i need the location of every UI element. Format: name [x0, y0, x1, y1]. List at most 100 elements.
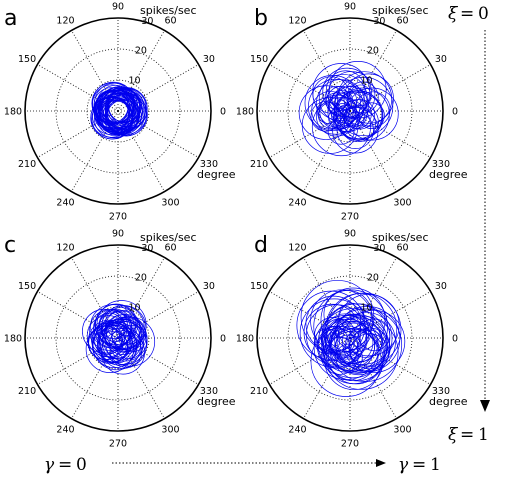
angle-tick-label: 330: [200, 159, 218, 170]
angle-tick-label: 30: [203, 54, 215, 65]
trajectory-series: [298, 61, 399, 157]
trajectory-loop: [109, 335, 143, 368]
angle-tick-label: 300: [393, 424, 411, 435]
trajectory-loop: [325, 70, 366, 110]
angle-tick-label: 60: [164, 243, 176, 254]
trajectory-loop: [310, 289, 373, 353]
gamma-left-equals: =: [58, 455, 72, 475]
trajectory-loop: [327, 117, 355, 145]
radial-tick-label: 10: [128, 303, 140, 314]
trajectory-loop: [324, 330, 384, 390]
angle-tick-label: 150: [250, 281, 268, 292]
angle-tick-label: 90: [344, 2, 356, 13]
gamma-arrow-head: [376, 459, 386, 467]
angle-tick-label: 0: [452, 334, 458, 345]
angle-tick-label: 60: [396, 243, 408, 254]
radial-tick-label: 20: [135, 272, 147, 283]
trajectory-loop: [308, 78, 364, 135]
trajectory-loop: [311, 91, 350, 130]
angle-tick-label: 270: [341, 212, 359, 223]
angle-tick-label: 210: [250, 159, 268, 170]
angle-tick-label: 150: [18, 281, 36, 292]
panel-letter-c: c: [4, 233, 16, 258]
xi-top-equals: =: [460, 4, 474, 24]
angle-tick-label: 180: [236, 334, 254, 345]
polar-panel-b: b1020300306090120150180210240270300330sp…: [236, 2, 468, 223]
trajectory-loop: [335, 343, 363, 372]
polar-outer-circle: [24, 17, 212, 205]
trajectory-loop: [348, 323, 383, 358]
trajectory-loop: [312, 63, 371, 121]
angle-tick-label: 90: [344, 229, 356, 240]
angle-tick-label: 150: [18, 54, 36, 65]
trajectory-series: [296, 280, 406, 397]
angle-tick-label: 330: [200, 386, 218, 397]
radial-unit-label: spikes/sec: [372, 4, 429, 17]
angle-tick-label: 150: [250, 54, 268, 65]
angle-tick-label: 60: [164, 16, 176, 27]
trajectory-loop: [324, 317, 368, 360]
radial-unit-label: spikes/sec: [140, 231, 197, 244]
trajectory-loop: [331, 89, 353, 111]
xi-arrow-head: [480, 400, 490, 412]
xi-bottom-value: 1: [478, 425, 489, 445]
angle-spoke: [349, 110, 431, 158]
angle-tick-label: 180: [236, 107, 254, 118]
trajectory-loop: [335, 321, 387, 373]
angle-tick-label: 240: [288, 424, 306, 435]
angle-tick-label: 210: [250, 386, 268, 397]
angle-tick-label: 210: [18, 159, 36, 170]
radial-tick-label: 30: [141, 16, 153, 27]
trajectory-loop: [99, 310, 128, 339]
trajectory-loop: [344, 99, 376, 130]
trajectory-loop: [313, 315, 379, 381]
trajectory-loop: [336, 312, 396, 372]
gamma-left-label: γ = 0: [44, 455, 87, 475]
radial-tick-label: 30: [373, 243, 385, 254]
trajectory-loop: [335, 85, 368, 118]
polar-outer-circle: [256, 17, 444, 205]
gamma-right-value: 1: [430, 455, 441, 475]
angle-tick-label: 0: [220, 107, 226, 118]
angle-unit-label: degree: [429, 168, 468, 181]
panel-letter-b: b: [254, 6, 268, 31]
angle-tick-label: 270: [341, 439, 359, 450]
radial-unit-label: spikes/sec: [140, 4, 197, 17]
panel-letter-a: a: [4, 6, 17, 31]
trajectory-loop: [346, 81, 379, 114]
trajectory-loop: [329, 61, 387, 119]
trajectory-loop: [298, 85, 354, 140]
angle-tick-label: 30: [203, 281, 215, 292]
radial-tick-label: 10: [360, 303, 372, 314]
angle-tick-label: 180: [4, 107, 22, 118]
polar-panel-a: a1020300306090120150180210240270300330sp…: [4, 2, 236, 223]
trajectory-loop: [314, 328, 340, 355]
angle-tick-label: 180: [4, 334, 22, 345]
angle-spoke: [349, 30, 397, 112]
xi-bottom-label: ξ = 1: [448, 425, 489, 445]
gamma-right-equals: =: [412, 455, 426, 475]
gamma-right-symbol: γ: [398, 455, 409, 475]
angle-tick-label: 90: [112, 2, 124, 13]
trajectory-loop: [300, 280, 375, 354]
gamma-right-label: γ = 1: [398, 455, 441, 475]
radial-tick-label: 10: [128, 76, 140, 87]
angle-tick-label: 330: [432, 159, 450, 170]
angle-tick-label: 300: [161, 424, 179, 435]
angle-tick-label: 270: [109, 439, 127, 450]
angle-tick-label: 120: [288, 243, 306, 254]
trajectory-loop: [317, 102, 339, 124]
angle-tick-label: 30: [435, 281, 447, 292]
trajectory-loop: [105, 92, 148, 135]
polar-outer-circle: [256, 244, 444, 432]
radial-tick-label: 20: [135, 45, 147, 56]
trajectory-loop: [343, 105, 365, 128]
angle-spoke: [117, 30, 165, 112]
angle-tick-label: 0: [220, 334, 226, 345]
angle-spoke: [349, 257, 397, 339]
trajectory-loop: [348, 329, 386, 367]
angle-spoke: [303, 110, 351, 192]
angle-tick-label: 240: [56, 424, 74, 435]
xi-bottom-symbol: ξ: [448, 425, 459, 445]
